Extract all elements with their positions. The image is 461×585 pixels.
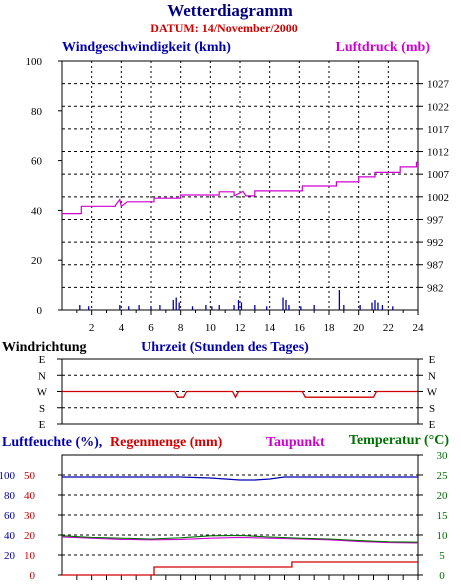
temperature-tick-label: 15 <box>437 510 449 522</box>
wind-tick-label: 20 <box>31 255 43 267</box>
time-tick-label: 18 <box>324 322 336 334</box>
wind-pressure-plot: 9829879929971002100710121017102210270204… <box>26 56 450 334</box>
rain-tick-label: 30 <box>24 510 36 522</box>
humidity-tick-label: 20 <box>4 550 16 562</box>
wind-direction-label: Windrichtung <box>2 340 87 355</box>
time-tick-label: 6 <box>148 322 154 334</box>
temperature-label: Temperatur (°C) <box>349 433 449 448</box>
time-tick-label: 14 <box>264 322 276 334</box>
humidity-tick-label: 100 <box>0 470 16 482</box>
rain-label: Regenmenge (mm) <box>110 435 223 450</box>
humidity-label: Luftfeuchte (%), <box>2 435 102 450</box>
rain-tick-label: 0 <box>30 570 36 582</box>
pressure-tick-label: 1017 <box>427 124 450 136</box>
direction-tick-label-right: E <box>429 419 436 431</box>
humidity-line <box>62 476 418 481</box>
time-tick-label: 16 <box>294 322 306 334</box>
time-axis-label: Uhrzeit (Stunden des Tages) <box>141 340 309 355</box>
rain-line <box>62 561 418 576</box>
time-tick-label: 12 <box>235 322 246 334</box>
pressure-tick-label: 1007 <box>427 169 450 181</box>
wind-speed-axis-label: Windgeschwindigkeit (kmh) <box>62 40 231 55</box>
direction-tick-label-left: N <box>38 370 46 382</box>
wind-tick-label: 80 <box>31 106 43 118</box>
pressure-tick-label: 992 <box>427 237 444 249</box>
wind-tick-label: 40 <box>31 205 43 217</box>
time-tick-label: 22 <box>383 322 394 334</box>
pressure-axis-label: Luftdruck (mb) <box>335 40 430 55</box>
pressure-tick-label: 987 <box>427 260 444 272</box>
time-tick-label: 20 <box>353 322 365 334</box>
temperature-tick-label: 5 <box>439 550 445 562</box>
direction-tick-label-left: E <box>39 419 46 431</box>
temperature-tick-label: 20 <box>437 490 449 502</box>
direction-tick-label-right: W <box>427 387 438 399</box>
wind-tick-label: 0 <box>37 305 43 317</box>
pressure-tick-label: 982 <box>427 282 444 294</box>
temperature-line <box>61 534 419 543</box>
dewpoint-label: Taupunkt <box>266 435 325 450</box>
time-tick-label: 10 <box>205 322 217 334</box>
time-tick-label: 4 <box>119 322 125 334</box>
rain-tick-label: 20 <box>24 530 36 542</box>
chart-title: Wetterdiagramm <box>167 1 293 20</box>
pressure-tick-label: 1012 <box>427 147 449 159</box>
rain-tick-label: 10 <box>24 550 36 562</box>
wind-direction-line <box>62 390 418 399</box>
rain-tick-label: 50 <box>24 470 36 482</box>
humidity-tick-label: 60 <box>4 510 16 522</box>
time-tick-label: 8 <box>178 322 184 334</box>
date-label: DATUM: 14/November/2000 <box>150 21 297 35</box>
pressure-line <box>62 161 418 215</box>
time-tick-label: 2 <box>89 322 95 334</box>
temperature-tick-label: 25 <box>437 470 449 482</box>
pressure-tick-label: 997 <box>427 214 444 226</box>
temperature-tick-label: 0 <box>439 570 445 582</box>
humidity-tick-label: 80 <box>4 490 16 502</box>
pressure-tick-label: 1027 <box>427 79 450 91</box>
direction-tick-label-left: S <box>39 403 45 415</box>
direction-tick-label-right: N <box>428 370 436 382</box>
direction-tick-label-right: E <box>429 354 436 366</box>
wind-direction-plot: E EN NW WS SE E <box>37 354 438 431</box>
pressure-tick-label: 1002 <box>427 192 449 204</box>
temperature-tick-label: 10 <box>437 530 449 542</box>
pressure-tick-label: 1022 <box>427 101 449 113</box>
humidity-tick-label: 40 <box>4 530 16 542</box>
direction-tick-label-right: S <box>429 403 435 415</box>
wind-tick-label: 60 <box>31 156 43 168</box>
direction-tick-label-left: W <box>37 387 48 399</box>
dewpoint-line <box>61 536 419 544</box>
temperature-tick-label: 30 <box>437 450 449 462</box>
rain-tick-label: 40 <box>24 490 36 502</box>
time-tick-label: 24 <box>413 322 425 334</box>
wind-tick-label: 100 <box>26 56 43 68</box>
direction-tick-label-left: E <box>39 354 46 366</box>
